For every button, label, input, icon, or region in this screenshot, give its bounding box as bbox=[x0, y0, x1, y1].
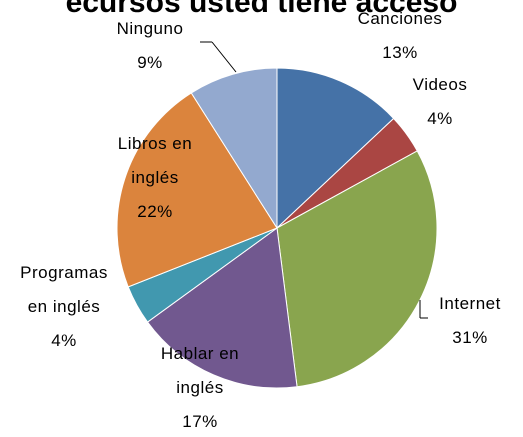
category-label: Internet bbox=[439, 294, 501, 313]
value-label: 9% bbox=[137, 53, 163, 72]
slice-label: Ninguno 9% bbox=[100, 12, 200, 80]
pie-slice bbox=[190, 67, 278, 230]
category-label: Programas en inglés bbox=[20, 263, 108, 316]
slice-label: Hablar en inglés 17% bbox=[150, 337, 250, 437]
slice-label: Libros en inglés 22% bbox=[105, 127, 205, 229]
value-label: 4% bbox=[51, 331, 77, 350]
chart-title: ecursos usted tiene acceso bbox=[65, 0, 458, 19]
category-label: Hablar en inglés bbox=[160, 344, 240, 397]
leader-line bbox=[211, 41, 237, 73]
pie-slice bbox=[276, 67, 395, 230]
value-label: 22% bbox=[137, 202, 173, 221]
category-label: Canciones bbox=[357, 9, 443, 28]
slice-label: Internet 31% bbox=[420, 287, 520, 355]
pie-slice bbox=[116, 92, 278, 288]
category-label: Libros en inglés bbox=[117, 134, 193, 187]
slice-label: Programas en inglés 4% bbox=[14, 256, 114, 358]
slice-label: Canciones 13% bbox=[350, 2, 450, 70]
pie-slice bbox=[146, 227, 298, 389]
slice-label: Videos 4% bbox=[400, 68, 480, 136]
category-label: Videos bbox=[412, 75, 468, 94]
value-label: 17% bbox=[182, 412, 218, 431]
value-label: 31% bbox=[452, 328, 488, 347]
value-label: 13% bbox=[382, 43, 418, 62]
category-label: Ninguno bbox=[116, 19, 184, 38]
value-label: 4% bbox=[427, 109, 453, 128]
